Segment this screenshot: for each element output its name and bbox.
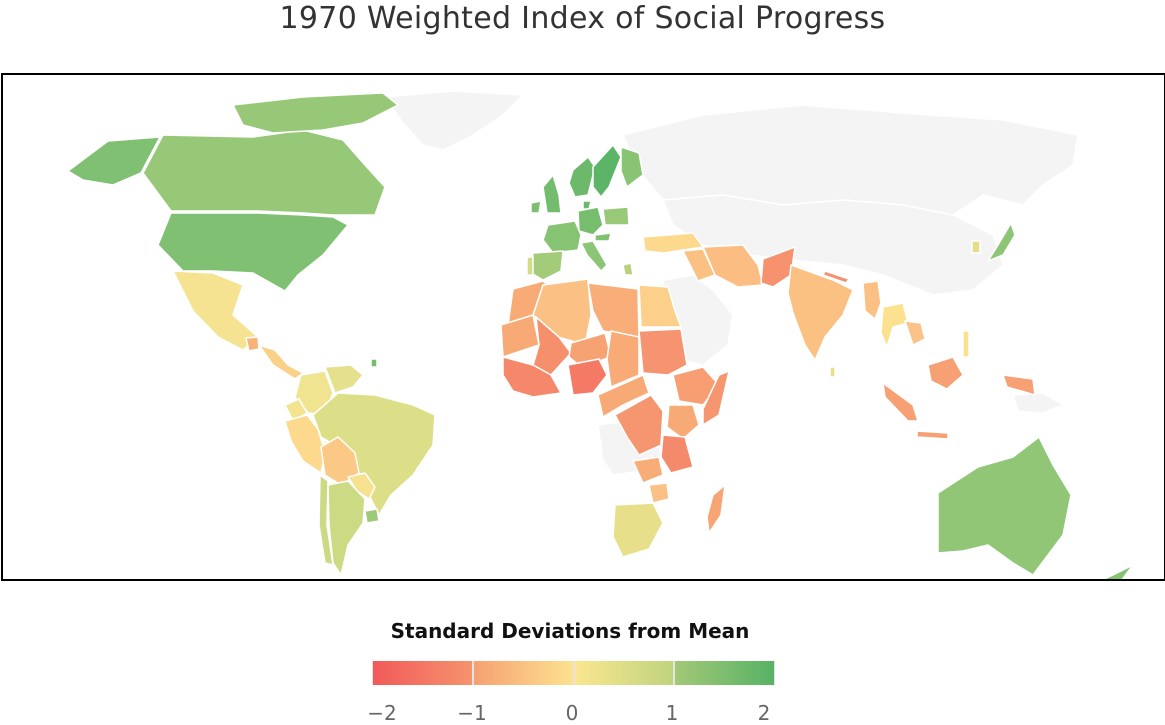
region-norway[interactable] (568, 156, 596, 198)
region-greenland-nodata[interactable] (384, 90, 524, 151)
region-japan[interactable] (987, 222, 1016, 262)
region-south-korea[interactable] (971, 240, 981, 254)
legend-tick: −2 (367, 701, 397, 725)
legend-tick: −1 (457, 701, 487, 725)
legend-segment (473, 661, 573, 685)
region-png-nodata[interactable] (1012, 392, 1064, 414)
region-australia[interactable] (937, 436, 1072, 576)
legend-segment (675, 661, 774, 685)
region-new-zealand[interactable] (1091, 564, 1134, 579)
region-guatemala[interactable] (245, 336, 260, 352)
region-india[interactable] (787, 264, 854, 361)
legend-tick: 0 (565, 701, 579, 725)
legend-tick: 1 (665, 701, 679, 725)
region-sri-lanka[interactable] (829, 366, 836, 378)
region-sweden[interactable] (592, 144, 622, 198)
region-madagascar[interactable] (706, 484, 726, 534)
region-nepal[interactable] (822, 270, 850, 284)
region-greece[interactable] (622, 262, 634, 276)
region-italy[interactable] (580, 240, 608, 272)
region-argentina[interactable] (327, 480, 366, 576)
map-frame[interactable] (1, 73, 1165, 581)
region-central-america[interactable] (258, 344, 304, 380)
region-austria[interactable] (594, 232, 612, 242)
region-zambia[interactable] (632, 456, 664, 484)
region-chile[interactable] (318, 474, 334, 566)
region-alaska[interactable] (67, 136, 161, 186)
region-pakistan[interactable] (760, 246, 796, 288)
region-libya[interactable] (587, 282, 640, 338)
region-chad[interactable] (606, 330, 640, 388)
region-tanzania[interactable] (660, 434, 694, 474)
region-canada-arctic-islands[interactable] (232, 92, 399, 134)
region-venezuela[interactable] (324, 364, 364, 394)
region-germany[interactable] (577, 206, 604, 236)
legend-color-bar (372, 661, 775, 685)
region-denmark[interactable] (582, 200, 592, 210)
legend-title: Standard Deviations from Mean (390, 619, 750, 643)
region-mauritania[interactable] (500, 314, 540, 358)
region-philippines[interactable] (962, 330, 970, 358)
region-dr-congo[interactable] (614, 394, 664, 456)
region-france[interactable] (542, 220, 582, 254)
region-portugal[interactable] (526, 256, 534, 276)
region-canada[interactable] (142, 129, 386, 216)
legend-tick: 2 (757, 701, 771, 725)
region-kenya[interactable] (666, 404, 700, 440)
region-somalia[interactable] (702, 370, 730, 426)
region-uruguay[interactable] (364, 508, 380, 524)
region-mexico[interactable] (172, 270, 259, 351)
region-uk[interactable] (542, 174, 562, 214)
region-south-africa[interactable] (612, 502, 664, 558)
region-french-guiana[interactable] (370, 358, 378, 368)
region-turkey[interactable] (642, 232, 704, 254)
region-spain[interactable] (530, 250, 564, 281)
region-indonesia[interactable] (882, 356, 1036, 440)
region-sudan[interactable] (638, 328, 688, 376)
region-west-africa[interactable] (502, 356, 562, 398)
region-car-cameroon[interactable] (597, 374, 650, 418)
region-ireland[interactable] (530, 200, 542, 214)
region-indochina[interactable] (904, 320, 926, 346)
region-zimbabwe[interactable] (648, 482, 670, 504)
region-myanmar[interactable] (862, 280, 882, 320)
region-egypt[interactable] (638, 284, 682, 328)
world-map[interactable] (3, 75, 1164, 579)
chart-title: 1970 Weighted Index of Social Progress (279, 1, 886, 36)
region-poland[interactable] (602, 206, 630, 226)
region-nigeria[interactable] (567, 358, 608, 396)
region-finland[interactable] (620, 146, 644, 188)
region-bolivia[interactable] (320, 436, 360, 486)
region-ecuador[interactable] (284, 398, 308, 422)
region-thailand[interactable] (880, 302, 909, 348)
legend-segment (574, 661, 674, 685)
legend-segment (373, 661, 472, 685)
region-iran[interactable] (702, 244, 764, 288)
